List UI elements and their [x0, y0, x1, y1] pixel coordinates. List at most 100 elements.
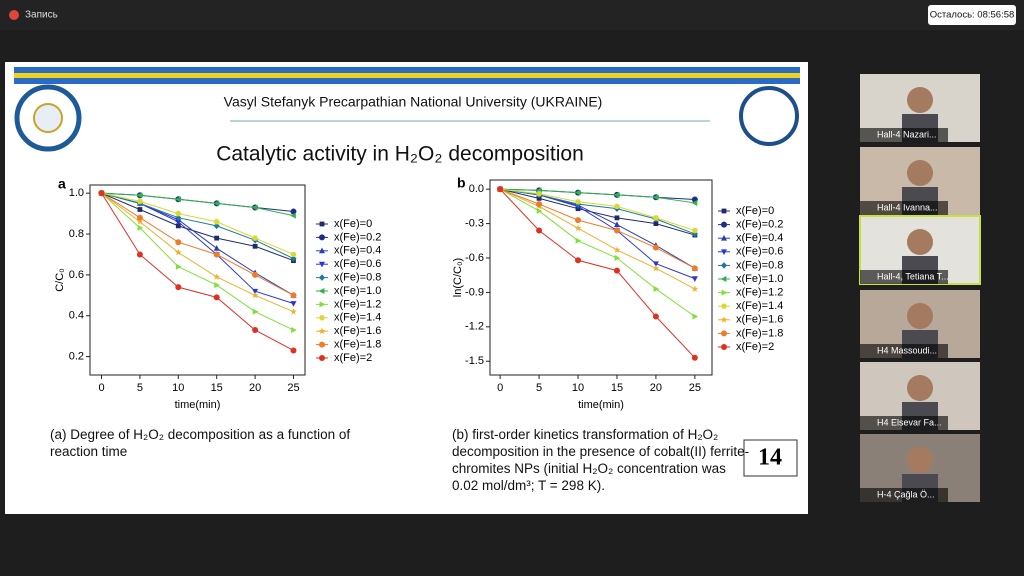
data-point	[652, 261, 659, 268]
participant-name: H4 Elsevar Fa...	[877, 417, 942, 427]
x-tick-label: 15	[211, 382, 223, 394]
stripe-blue	[14, 78, 800, 84]
x-tick-label: 5	[137, 382, 143, 394]
data-point	[290, 212, 296, 219]
legend-label: x(Fe)=0.6	[736, 246, 783, 258]
y-tick-label: -0.3	[465, 217, 484, 229]
legend-marker	[721, 344, 727, 350]
participant-name: Hall-4, Tetiana T...	[877, 271, 949, 281]
data-point	[137, 224, 144, 231]
stripe-blue	[14, 67, 800, 73]
data-point	[290, 347, 297, 354]
data-point	[174, 248, 182, 256]
data-point	[175, 219, 182, 226]
legend-label: x(Fe)=1.8	[736, 327, 783, 339]
data-point	[213, 245, 220, 251]
y-tick-label: -0.6	[465, 252, 484, 264]
name-strip	[860, 201, 948, 215]
x-tick-label: 15	[611, 382, 623, 394]
data-point	[290, 255, 297, 262]
data-point	[692, 313, 699, 320]
participant-head	[907, 375, 933, 401]
data-point	[652, 244, 659, 251]
series-line	[499, 188, 696, 269]
legend-label: x(Fe)=1.8	[334, 339, 381, 351]
legend-marker	[319, 315, 325, 321]
participant-name: Hall-4 Nazari...	[877, 129, 937, 139]
legend-label: x(Fe)=0.8	[736, 259, 783, 271]
legend-marker	[720, 276, 727, 282]
data-point	[290, 292, 297, 299]
stripe-yellow	[14, 73, 800, 78]
series-line	[101, 192, 294, 313]
data-point	[574, 224, 582, 232]
legend-marker	[319, 234, 325, 241]
data-point	[613, 221, 620, 228]
legend-marker	[721, 234, 727, 241]
data-point	[613, 267, 620, 274]
legend-label: x(Fe)=2	[334, 352, 372, 364]
data-point	[575, 217, 582, 224]
legend-marker	[319, 355, 325, 361]
legend-label: x(Fe)=0	[736, 205, 774, 217]
legend-marker	[721, 289, 728, 296]
name-strip	[860, 270, 948, 284]
page-number: 14	[758, 445, 782, 471]
series-line	[101, 192, 294, 262]
series-line	[500, 188, 696, 235]
timer: Осталось: 08:56:58	[930, 10, 1015, 21]
data-point	[213, 273, 221, 280]
data-point	[614, 215, 620, 221]
data-point	[291, 327, 297, 334]
record-label: Запись	[25, 10, 58, 21]
series-line	[101, 192, 294, 351]
data-point	[691, 285, 699, 292]
legend-label: x(Fe)=0.6	[334, 258, 381, 270]
data-point	[290, 301, 297, 307]
y-tick-label: 0.4	[69, 310, 84, 322]
legend-label: x(Fe)=0.2	[736, 219, 783, 231]
legend-label: x(Fe)=1.0	[334, 285, 381, 297]
data-point	[175, 284, 182, 291]
series-line	[499, 188, 696, 359]
record-icon	[9, 10, 19, 20]
legend-marker	[720, 316, 728, 323]
y-tick-label: 0.0	[469, 183, 484, 195]
data-point	[536, 207, 543, 214]
data-point	[251, 291, 259, 299]
series-line	[500, 188, 695, 204]
data-point	[175, 196, 181, 203]
data-point	[175, 223, 181, 229]
legend-marker	[318, 288, 325, 294]
data-point	[213, 222, 220, 230]
legend-label: x(Fe)=0	[334, 218, 372, 230]
top-bar	[0, 0, 1024, 30]
data-point	[613, 191, 620, 198]
series-line	[500, 188, 696, 231]
legend-label: x(Fe)=2	[736, 341, 774, 353]
data-point	[691, 276, 698, 282]
participant-head	[907, 87, 933, 113]
series-line	[101, 192, 294, 296]
timer-box	[928, 5, 1016, 25]
data-point	[290, 208, 297, 215]
data-point	[98, 190, 105, 197]
data-point	[614, 255, 621, 261]
data-point	[691, 354, 698, 361]
data-point	[613, 203, 620, 209]
participant-head	[907, 229, 933, 255]
name-strip	[860, 416, 948, 430]
legend-marker	[319, 261, 325, 268]
data-point	[251, 204, 258, 211]
series-line	[101, 192, 294, 331]
data-point	[136, 198, 143, 204]
participant-name: H4 Massoudi...	[877, 345, 937, 355]
legend-label: x(Fe)=0.4	[334, 245, 381, 257]
data-point	[136, 192, 143, 199]
data-point	[653, 285, 660, 292]
x-axis-label: time(min)	[578, 399, 624, 411]
data-point	[213, 219, 220, 225]
legend-marker	[319, 221, 325, 227]
legend-marker	[721, 330, 727, 337]
